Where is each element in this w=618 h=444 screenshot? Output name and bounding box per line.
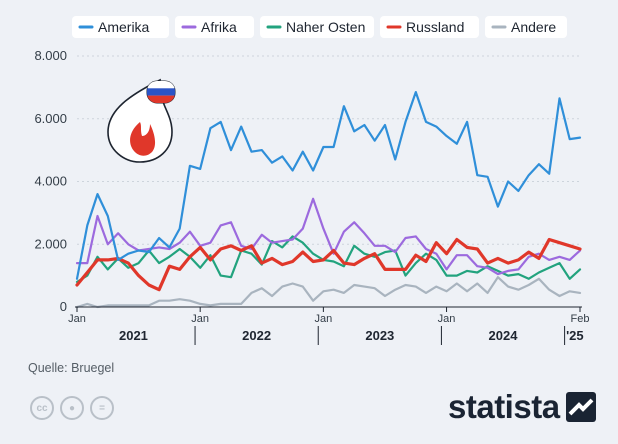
x-month-label: Jan <box>314 313 332 325</box>
series-line-afrika <box>75 197 582 276</box>
legend-label: Amerika <box>98 19 150 35</box>
by-icon[interactable]: ● <box>60 396 84 420</box>
x-month-label: Jan <box>438 313 456 325</box>
brand-wordmark: statista <box>448 388 560 425</box>
license-icons: cc ● = <box>30 396 114 420</box>
legend-label: Naher Osten <box>286 19 365 35</box>
statista-logo[interactable]: statista <box>448 388 596 426</box>
legend-item-afrika[interactable]: Afrika <box>175 16 254 38</box>
x-axis: Jan Jan Jan Jan Feb 2021 2022 2023 2024 '25 <box>68 306 590 345</box>
x-year-label: '25 <box>566 328 584 343</box>
russia-flag-icon <box>146 80 176 104</box>
y-tick-label: 4.000 <box>34 174 67 189</box>
y-axis-tick-labels: 0 2.000 4.000 6.000 8.000 <box>34 48 67 314</box>
y-tick-label: 0 <box>60 299 67 314</box>
x-year-label: 2024 <box>489 328 519 343</box>
series-line-naher-osten <box>75 235 582 283</box>
chart-legend: Amerika Afrika Naher Osten Russland Andere <box>72 16 567 38</box>
y-tick-label: 8.000 <box>34 48 67 63</box>
cc-icon[interactable]: cc <box>30 396 54 420</box>
source-note: Quelle: Bruegel <box>28 361 115 375</box>
legend-label: Russland <box>406 19 464 35</box>
x-year-label: 2021 <box>119 328 148 343</box>
x-year-label: 2023 <box>365 328 394 343</box>
x-year-label: 2022 <box>242 328 271 343</box>
series-line-amerika <box>75 91 582 280</box>
legend-item-andere[interactable]: Andere <box>485 16 567 38</box>
nd-icon[interactable]: = <box>90 396 114 420</box>
x-month-label: Jan <box>68 313 86 325</box>
x-month-label: Feb <box>571 313 590 325</box>
x-month-label: Jan <box>191 313 209 325</box>
y-tick-label: 6.000 <box>34 111 67 126</box>
legend-item-naher-osten[interactable]: Naher Osten <box>260 16 374 38</box>
legend-label: Andere <box>511 19 556 35</box>
legend-item-background <box>485 16 567 38</box>
series-line-andere <box>75 276 582 309</box>
legend-item-background <box>260 16 374 38</box>
legend-item-russland[interactable]: Russland <box>380 16 479 38</box>
y-tick-label: 2.000 <box>34 236 67 251</box>
legend-item-background <box>380 16 479 38</box>
chart-series-lines <box>75 91 582 309</box>
legend-item-amerika[interactable]: Amerika <box>72 16 169 38</box>
statista-logo-icon <box>565 392 596 422</box>
legend-label: Afrika <box>201 19 237 35</box>
legend-item-background <box>175 16 254 38</box>
series-line-russland <box>75 237 582 292</box>
legend-item-background <box>72 16 169 38</box>
